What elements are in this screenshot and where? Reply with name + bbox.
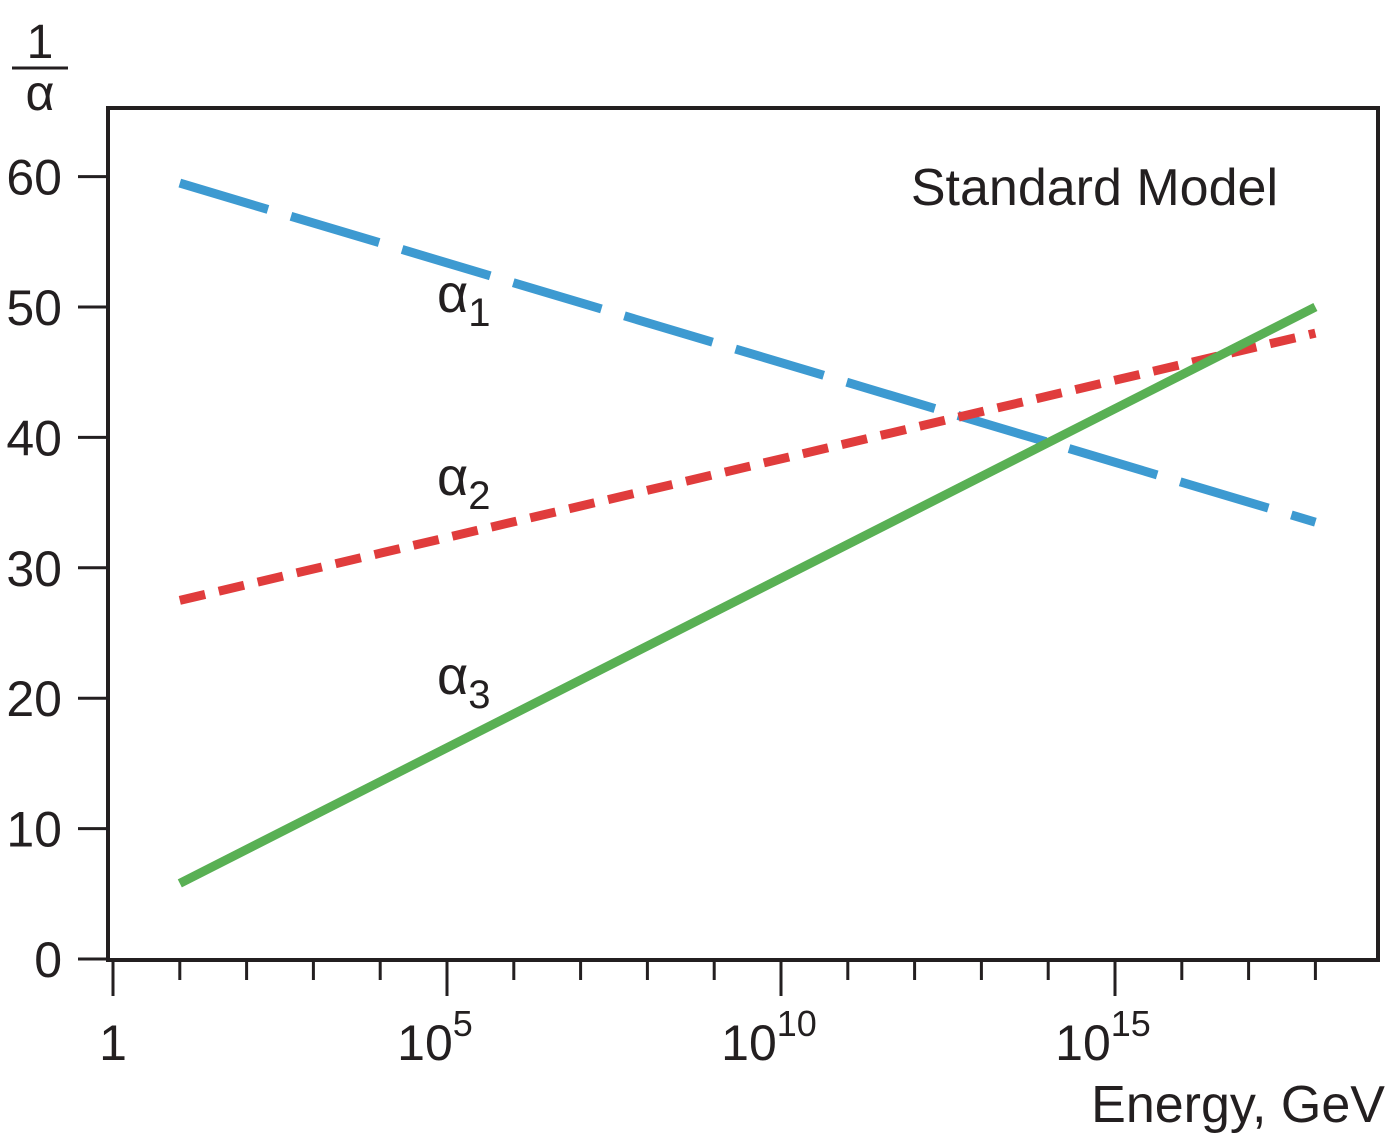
x-axis-label: Energy, GeV [1091,1076,1385,1134]
y-axis: 0 10 20 30 40 50 60 [6,150,108,988]
series-label-3: α3 [437,646,490,717]
y-axis-label-denominator: α [26,65,55,121]
series-line-1 [178,178,1317,527]
y-tick-label-60: 60 [6,150,62,206]
x-tick-label-0: 1 [99,1015,127,1071]
y-tick-label-30: 30 [6,541,62,597]
series-labels: α1 α2 α3 [437,264,490,717]
plot-frame [106,106,1380,962]
x-tick-label-5: 105 [397,1003,473,1071]
x-axis: 1 105 1010 1015 [99,962,1317,1071]
y-tick-label-20: 20 [6,671,62,727]
series-line-3 [177,302,1318,888]
chart-title: Standard Model [911,159,1278,217]
series-lines [177,178,1318,888]
y-tick-label-0: 0 [34,932,62,988]
y-tick-label-40: 40 [6,410,62,466]
series-line-2 [178,328,1317,605]
y-axis-label: 1 α [12,16,68,121]
x-tick-label-15: 1015 [1055,1003,1151,1071]
series-label-2: α2 [437,447,490,518]
series-label-1: α1 [437,264,490,335]
y-tick-label-10: 10 [6,802,62,858]
y-axis-label-numerator: 1 [27,16,54,69]
y-tick-label-50: 50 [6,280,62,336]
x-tick-label-10: 1010 [721,1003,817,1071]
